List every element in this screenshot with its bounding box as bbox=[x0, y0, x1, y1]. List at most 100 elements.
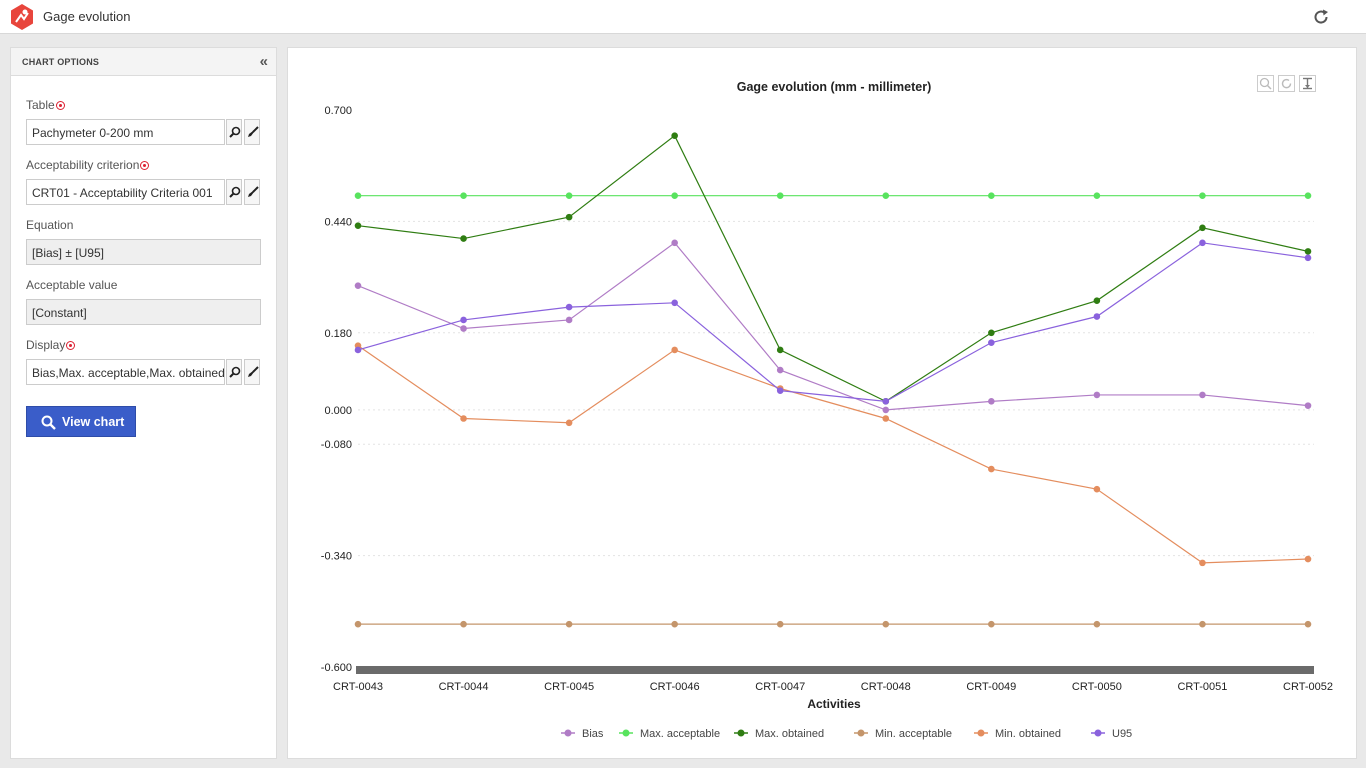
chart-options-panel: CHART OPTIONS « Table Pachymeter 0-200 m… bbox=[10, 47, 277, 759]
data-point[interactable] bbox=[1093, 485, 1101, 493]
series-max-acceptable bbox=[354, 192, 1312, 199]
data-point[interactable] bbox=[776, 387, 784, 394]
data-point[interactable] bbox=[1304, 620, 1312, 628]
criterion-search-button[interactable] bbox=[226, 179, 242, 205]
data-point[interactable] bbox=[882, 398, 890, 405]
data-point[interactable] bbox=[1199, 559, 1206, 567]
data-point[interactable] bbox=[1199, 620, 1206, 628]
data-point[interactable] bbox=[1304, 402, 1312, 409]
y-tick-label: 0.700 bbox=[324, 105, 352, 117]
x-tick-label: CRT-0048 bbox=[861, 681, 911, 693]
data-point[interactable] bbox=[460, 620, 467, 628]
data-point[interactable] bbox=[1304, 248, 1312, 255]
refresh-icon[interactable] bbox=[1311, 7, 1331, 27]
table-input[interactable]: Pachymeter 0-200 mm bbox=[26, 119, 225, 145]
data-point[interactable] bbox=[988, 620, 995, 628]
legend-label: Min. acceptable bbox=[875, 728, 952, 740]
series-min-obtained bbox=[354, 342, 1312, 567]
data-point[interactable] bbox=[354, 192, 362, 199]
view-chart-button[interactable]: View chart bbox=[26, 406, 136, 437]
data-point[interactable] bbox=[671, 346, 678, 354]
series-bias bbox=[354, 239, 1312, 414]
series-min-acceptable bbox=[354, 620, 1312, 628]
data-point[interactable] bbox=[1199, 192, 1206, 199]
data-point[interactable] bbox=[988, 192, 995, 199]
data-point[interactable] bbox=[354, 346, 362, 354]
data-point[interactable] bbox=[354, 620, 362, 628]
data-point[interactable] bbox=[1199, 239, 1206, 247]
data-point[interactable] bbox=[1093, 297, 1101, 304]
data-point[interactable] bbox=[1199, 391, 1206, 399]
data-point[interactable] bbox=[460, 325, 467, 332]
reset-zoom-icon[interactable] bbox=[1278, 75, 1295, 92]
display-label: Display bbox=[26, 338, 76, 352]
data-point[interactable] bbox=[565, 419, 573, 427]
series-line bbox=[357, 242, 1309, 402]
data-point[interactable] bbox=[882, 406, 890, 414]
data-point[interactable] bbox=[776, 192, 784, 199]
x-tick-label: CRT-0043 bbox=[333, 681, 383, 693]
data-point[interactable] bbox=[460, 415, 467, 422]
collapse-panel-icon[interactable]: « bbox=[259, 53, 269, 70]
data-point[interactable] bbox=[988, 465, 995, 473]
data-point[interactable] bbox=[1304, 192, 1312, 199]
data-point[interactable] bbox=[776, 346, 784, 354]
view-chart-label: View chart bbox=[62, 415, 125, 429]
legend-item[interactable]: U95 bbox=[1091, 728, 1132, 740]
data-point[interactable] bbox=[565, 192, 573, 199]
legend-label: Min. obtained bbox=[995, 728, 1061, 740]
data-point[interactable] bbox=[1199, 224, 1206, 232]
data-point[interactable] bbox=[565, 620, 573, 628]
display-clear-button[interactable] bbox=[244, 359, 260, 385]
data-point[interactable] bbox=[565, 303, 573, 311]
data-point[interactable] bbox=[1304, 555, 1312, 563]
legend-item[interactable]: Min. acceptable bbox=[854, 728, 952, 740]
data-point[interactable] bbox=[354, 282, 362, 289]
legend-marker bbox=[857, 729, 865, 737]
legend-label: Max. acceptable bbox=[640, 728, 720, 740]
export-icon[interactable] bbox=[1299, 75, 1316, 92]
legend-marker bbox=[564, 729, 572, 737]
data-point[interactable] bbox=[671, 239, 678, 247]
data-point[interactable] bbox=[671, 299, 678, 307]
legend-item[interactable]: Max. obtained bbox=[734, 728, 824, 740]
x-tick-label: CRT-0050 bbox=[1072, 681, 1122, 693]
data-point[interactable] bbox=[1093, 620, 1101, 628]
data-point[interactable] bbox=[671, 192, 678, 199]
data-point[interactable] bbox=[671, 620, 678, 628]
data-point[interactable] bbox=[671, 132, 678, 140]
table-clear-button[interactable] bbox=[244, 119, 260, 145]
data-point[interactable] bbox=[565, 316, 573, 324]
top-bar: Gage evolution bbox=[0, 0, 1366, 34]
data-point[interactable] bbox=[565, 213, 573, 221]
data-point[interactable] bbox=[882, 192, 890, 199]
criterion-input[interactable]: CRT01 - Acceptability Criteria 001 bbox=[26, 179, 225, 205]
data-point[interactable] bbox=[988, 339, 995, 346]
zoom-icon[interactable] bbox=[1257, 75, 1274, 92]
data-point[interactable] bbox=[1304, 254, 1312, 262]
criterion-clear-button[interactable] bbox=[244, 179, 260, 205]
y-tick-label: 0.440 bbox=[324, 216, 352, 228]
data-point[interactable] bbox=[882, 620, 890, 628]
data-point[interactable] bbox=[1093, 192, 1101, 199]
series-max-obtained bbox=[354, 132, 1312, 405]
data-point[interactable] bbox=[460, 192, 467, 199]
data-point[interactable] bbox=[776, 620, 784, 628]
data-point[interactable] bbox=[776, 366, 784, 374]
display-search-button[interactable] bbox=[226, 359, 242, 385]
table-search-button[interactable] bbox=[226, 119, 242, 145]
x-tick-label: CRT-0049 bbox=[966, 681, 1016, 693]
data-point[interactable] bbox=[354, 222, 362, 229]
legend-item[interactable]: Bias bbox=[561, 728, 604, 740]
data-point[interactable] bbox=[988, 398, 995, 405]
legend-item[interactable]: Max. acceptable bbox=[619, 728, 720, 740]
data-point[interactable] bbox=[460, 316, 467, 324]
y-tick-label: -0.340 bbox=[321, 551, 352, 563]
data-point[interactable] bbox=[988, 329, 995, 337]
data-point[interactable] bbox=[1093, 391, 1101, 399]
data-point[interactable] bbox=[882, 415, 890, 422]
data-point[interactable] bbox=[1093, 313, 1101, 320]
display-input[interactable]: Bias,Max. acceptable,Max. obtained,Min. … bbox=[26, 359, 225, 385]
data-point[interactable] bbox=[460, 235, 467, 242]
legend-item[interactable]: Min. obtained bbox=[974, 728, 1061, 740]
